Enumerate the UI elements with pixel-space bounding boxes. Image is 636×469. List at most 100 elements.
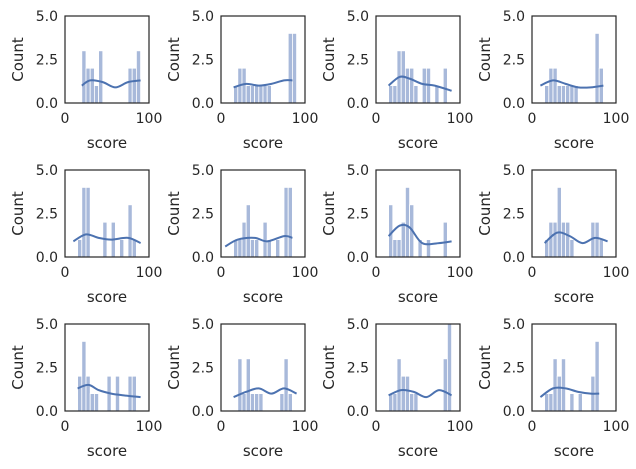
y-tick-label: 0.0 xyxy=(503,250,525,266)
y-tick-label: 0.0 xyxy=(192,404,214,420)
histogram-bar xyxy=(565,85,571,104)
axes-frame xyxy=(220,169,306,258)
axes-frame xyxy=(64,15,150,104)
kde-line xyxy=(387,223,452,246)
histogram-bar xyxy=(131,239,137,258)
y-axis-title: Count xyxy=(9,37,27,82)
histogram-bar xyxy=(404,375,410,412)
histogram-bar xyxy=(85,67,91,104)
histogram-bar xyxy=(569,393,575,412)
axes-frame xyxy=(531,323,617,412)
histogram-bar xyxy=(556,186,562,258)
y-tick-label: 0.0 xyxy=(36,404,58,420)
y-tick-label: 2.5 xyxy=(503,53,525,69)
histogram-bar xyxy=(552,67,558,104)
y-tick-label: 0.0 xyxy=(347,250,369,266)
x-tick-label: 100 xyxy=(136,419,163,435)
x-tick-label: 0 xyxy=(528,111,537,127)
histogram-bar xyxy=(245,204,251,258)
axes-frame xyxy=(375,169,461,258)
y-tick-label: 2.5 xyxy=(192,53,214,69)
kde-line xyxy=(233,79,293,89)
histogram-bar xyxy=(249,239,255,258)
histogram-bar xyxy=(254,239,260,258)
subplot-4: 0.0 2.5 5.0 0 100 score Count xyxy=(476,9,629,152)
x-tick-label: 0 xyxy=(372,419,381,435)
y-tick-label: 5.0 xyxy=(347,317,369,333)
y-tick-label: 5.0 xyxy=(503,163,525,179)
x-tick-label: 100 xyxy=(603,111,630,127)
y-tick-label: 0.0 xyxy=(192,96,214,112)
histogram-bar xyxy=(544,393,550,412)
histogram-bar xyxy=(594,33,600,104)
x-tick-label: 100 xyxy=(447,111,474,127)
axes-frame xyxy=(531,15,617,104)
histogram-bar xyxy=(233,85,239,104)
histogram-bar xyxy=(442,221,448,258)
histogram-bar xyxy=(594,221,600,258)
histogram-bar xyxy=(548,67,554,104)
subplot-10: 0.0 2.5 5.0 0 100 score Count xyxy=(165,317,318,460)
histogram-bar xyxy=(119,239,125,258)
histogram-bar xyxy=(283,186,289,258)
histogram-bar xyxy=(81,340,87,412)
subplot-3: 0.0 2.5 5.0 0 100 score Count xyxy=(320,9,473,152)
histogram-bar xyxy=(396,358,402,412)
histogram-bar xyxy=(77,375,83,412)
histogram-bar xyxy=(85,375,91,412)
kde-line xyxy=(388,388,453,399)
subplot-7: 0.0 2.5 5.0 0 100 score Count xyxy=(320,163,473,306)
axes-frame xyxy=(375,323,461,412)
kde-line xyxy=(72,233,142,245)
x-tick-label: 100 xyxy=(447,419,474,435)
x-tick-label: 0 xyxy=(61,111,70,127)
histogram-bar xyxy=(135,50,141,104)
x-tick-label: 0 xyxy=(528,265,537,281)
histogram-bar xyxy=(275,239,281,258)
axes-frame xyxy=(220,15,306,104)
x-axis-title: score xyxy=(554,134,594,152)
x-axis-title: score xyxy=(554,288,594,306)
histogram-bar xyxy=(552,221,558,258)
histogram-bar xyxy=(127,204,133,258)
histogram-bar xyxy=(258,85,264,104)
histogram-bar xyxy=(291,33,297,104)
subplot-5: 0.0 2.5 5.0 0 100 score Count xyxy=(9,163,162,306)
x-tick-label: 100 xyxy=(292,419,319,435)
y-axis-title: Count xyxy=(9,345,27,390)
y-tick-label: 2.5 xyxy=(347,53,369,69)
histogram-bar xyxy=(237,358,243,412)
y-tick-label: 0.0 xyxy=(347,96,369,112)
histogram-bar xyxy=(404,186,410,258)
histogram-bar xyxy=(94,85,100,104)
x-tick-label: 100 xyxy=(447,265,474,281)
y-axis-title: Count xyxy=(476,345,494,390)
x-axis-title: score xyxy=(87,442,127,460)
x-axis-title: score xyxy=(398,288,438,306)
histogram-bar xyxy=(81,50,87,104)
y-tick-label: 0.0 xyxy=(36,96,58,112)
histogram-bar xyxy=(400,375,406,412)
y-axis-title: Count xyxy=(165,191,183,236)
y-tick-label: 2.5 xyxy=(192,361,214,377)
x-axis-title: score xyxy=(243,442,283,460)
histogram-bar xyxy=(413,393,419,412)
histogram-bar xyxy=(127,67,133,104)
y-tick-label: 2.5 xyxy=(36,207,58,223)
histogram-bar xyxy=(262,221,268,258)
histogram-bar xyxy=(569,85,575,104)
histogram-bar xyxy=(409,393,415,412)
histogram-bar xyxy=(577,393,583,412)
y-axis-title: Count xyxy=(320,37,338,82)
x-axis-title: score xyxy=(243,134,283,152)
x-axis-title: score xyxy=(87,134,127,152)
histogram-bar xyxy=(442,67,448,104)
y-axis-title: Count xyxy=(320,345,338,390)
axes-frame xyxy=(64,169,150,258)
histogram-bar xyxy=(392,85,398,104)
histogram-bar xyxy=(245,85,251,104)
x-tick-label: 0 xyxy=(61,419,70,435)
histogram-bar xyxy=(392,239,398,258)
histogram-bar xyxy=(392,393,398,412)
